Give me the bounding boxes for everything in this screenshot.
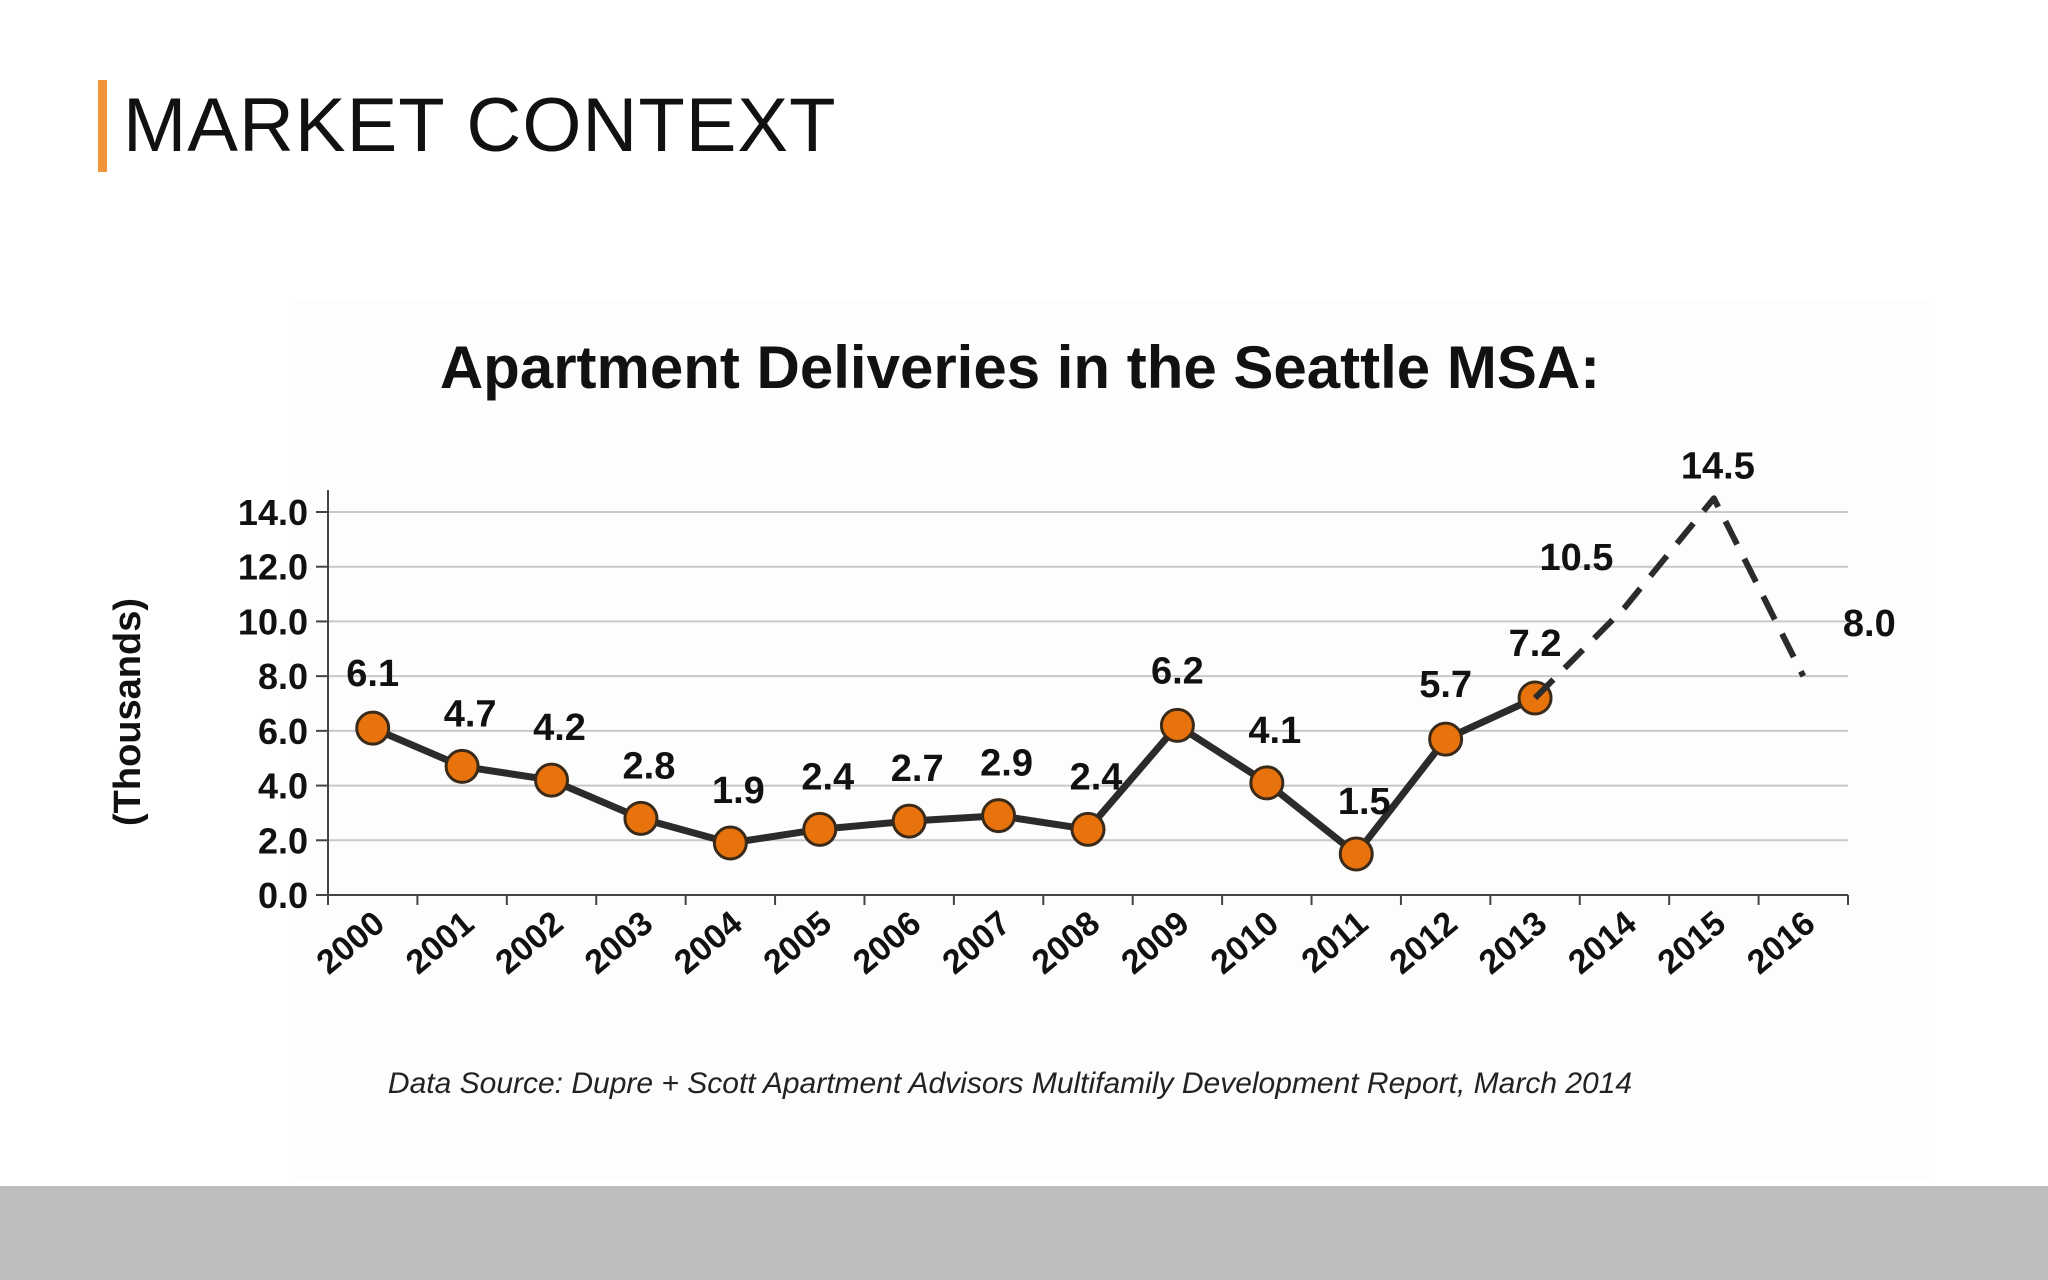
data-source-note: Data Source: Dupre + Scott Apartment Adv… [388, 1067, 1632, 1100]
x-tick-label: 2015 [1651, 904, 1733, 982]
data-point-marker [534, 762, 570, 798]
y-tick-label: 6.0 [258, 711, 308, 752]
y-tick-label: 14.0 [238, 492, 308, 533]
chart-title: Apartment Deliveries in the Seattle MSA: [440, 334, 1600, 401]
data-label: 2.4 [801, 756, 854, 798]
y-tick-label: 12.0 [238, 547, 308, 588]
data-point-marker [444, 748, 480, 784]
data-point-marker [712, 825, 748, 861]
x-tick-label: 2003 [578, 904, 660, 982]
data-label: 4.1 [1248, 710, 1301, 752]
data-label: 2.7 [891, 748, 944, 790]
data-label: 1.9 [712, 770, 765, 812]
data-point-marker [981, 798, 1017, 834]
y-axis-label: (Thousands) [107, 598, 149, 826]
data-point-marker [802, 811, 838, 847]
data-label: 10.5 [1539, 537, 1613, 579]
y-tick-label: 2.0 [258, 820, 308, 861]
x-tick-label: 2010 [1204, 904, 1286, 982]
x-tick-label: 2013 [1472, 904, 1554, 982]
x-tick-label: 2014 [1561, 904, 1643, 982]
x-tick-label: 2001 [399, 904, 481, 982]
data-label: 8.0 [1843, 603, 1896, 645]
data-point-marker [1070, 811, 1106, 847]
data-label: 7.2 [1509, 623, 1562, 665]
x-tick-label: 2005 [757, 904, 839, 982]
x-tick-label: 2004 [667, 904, 749, 982]
y-tick-label: 0.0 [258, 875, 308, 916]
x-tick-label: 2008 [1025, 904, 1107, 982]
slide-title: MARKET CONTEXT [98, 80, 837, 172]
x-tick-label: 2011 [1294, 904, 1375, 981]
data-point-marker [891, 803, 927, 839]
data-point-marker [1338, 836, 1374, 872]
data-point-marker [1159, 707, 1195, 743]
data-label: 6.1 [346, 653, 399, 695]
x-tick-label: 2002 [488, 904, 570, 982]
x-tick-label: 2007 [935, 904, 1017, 982]
x-tick-label: 2009 [1114, 904, 1196, 982]
title-accent-bar [98, 80, 107, 172]
forecast-series-line [1532, 495, 1806, 701]
data-label: 14.5 [1681, 445, 1755, 487]
data-label: 4.2 [533, 707, 586, 749]
data-label: 1.5 [1338, 781, 1391, 823]
y-tick-label: 4.0 [258, 766, 308, 807]
y-tick-label: 10.0 [238, 601, 308, 642]
chart-panel [290, 300, 1930, 1180]
y-tick-label: 8.0 [258, 656, 308, 697]
footer-bar [0, 1186, 2048, 1280]
x-tick-label: 2006 [846, 904, 928, 982]
x-tick-label: 2016 [1740, 904, 1822, 982]
data-point-marker [355, 710, 391, 746]
data-label: 2.9 [980, 743, 1033, 785]
data-label: 6.2 [1151, 650, 1204, 692]
data-point-marker [623, 800, 659, 836]
data-point-marker [1249, 765, 1285, 801]
data-label: 2.4 [1070, 756, 1123, 798]
x-tick-label: 2000 [309, 904, 391, 982]
data-label: 2.8 [623, 745, 676, 787]
x-tick-label: 2012 [1382, 904, 1464, 982]
data-label: 5.7 [1419, 664, 1472, 706]
slide-title-text: MARKET CONTEXT [123, 83, 837, 168]
data-point-marker [1428, 721, 1464, 757]
data-label: 4.7 [444, 693, 497, 735]
